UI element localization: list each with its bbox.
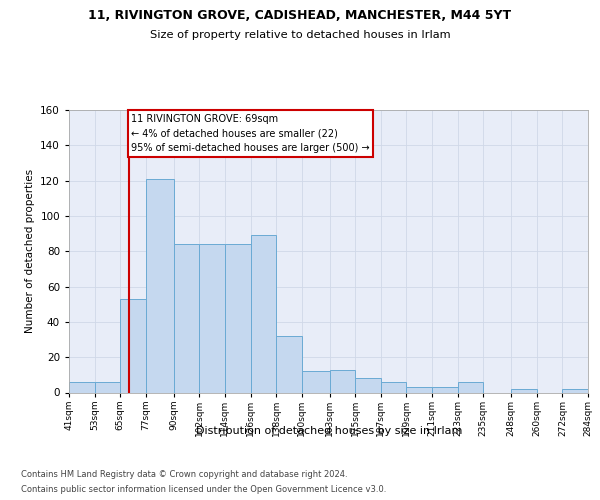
Bar — [458, 382, 484, 392]
Bar — [406, 387, 432, 392]
Bar — [355, 378, 381, 392]
Bar — [225, 244, 251, 392]
Y-axis label: Number of detached properties: Number of detached properties — [25, 169, 35, 334]
Bar — [381, 382, 406, 392]
Text: Distribution of detached houses by size in Irlam: Distribution of detached houses by size … — [196, 426, 462, 436]
Bar — [146, 179, 173, 392]
Bar — [69, 382, 95, 392]
Bar — [199, 244, 225, 392]
Bar — [95, 382, 120, 392]
Bar — [511, 389, 537, 392]
Text: Contains HM Land Registry data © Crown copyright and database right 2024.: Contains HM Land Registry data © Crown c… — [21, 470, 347, 479]
Bar — [120, 299, 146, 392]
Bar — [251, 236, 276, 392]
Bar — [329, 370, 355, 392]
Bar — [302, 372, 329, 392]
Bar — [432, 387, 458, 392]
Bar — [276, 336, 302, 392]
Text: Contains public sector information licensed under the Open Government Licence v3: Contains public sector information licen… — [21, 485, 386, 494]
Text: Size of property relative to detached houses in Irlam: Size of property relative to detached ho… — [149, 30, 451, 40]
Bar — [173, 244, 199, 392]
Text: 11, RIVINGTON GROVE, CADISHEAD, MANCHESTER, M44 5YT: 11, RIVINGTON GROVE, CADISHEAD, MANCHEST… — [88, 9, 512, 22]
Bar — [562, 389, 588, 392]
Text: 11 RIVINGTON GROVE: 69sqm
← 4% of detached houses are smaller (22)
95% of semi-d: 11 RIVINGTON GROVE: 69sqm ← 4% of detach… — [131, 114, 370, 153]
